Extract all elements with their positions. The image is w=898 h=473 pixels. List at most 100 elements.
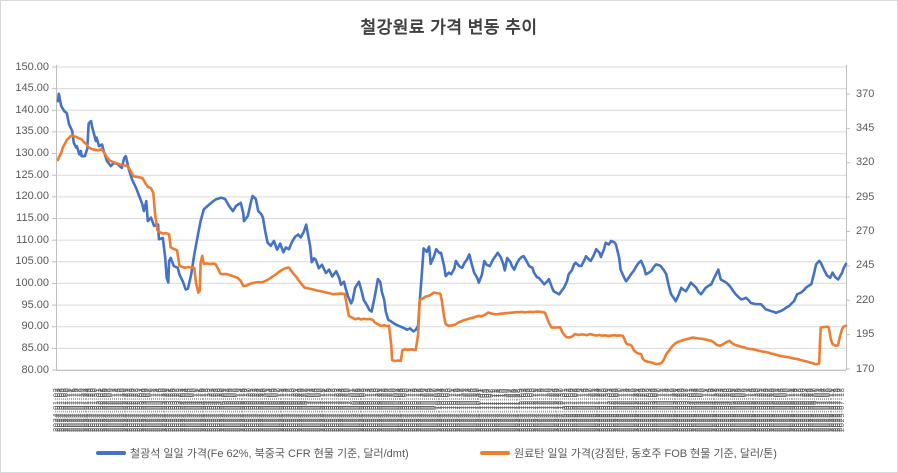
x-tick-label: 2024-08-02 bbox=[349, 388, 358, 432]
legend-item-iron-ore: 철광석 일일 가격(Fe 62%, 북중국 CFR 현물 기준, 달러/dmt) bbox=[96, 445, 409, 461]
x-tick-label: 2025-05-30 bbox=[769, 388, 778, 432]
x-tick-label: 2024-07-22 bbox=[332, 388, 341, 432]
x-tick-label: 2024-02-22 bbox=[123, 388, 132, 432]
x-tick-label: 2025-06-25 bbox=[804, 388, 813, 432]
x-tick-label: 2025-06-12 bbox=[786, 388, 795, 432]
x-tick-label: 2024-08-07 bbox=[355, 388, 364, 432]
x-tick-label: 2025-02-28 bbox=[642, 388, 651, 432]
x-tick-label: 2024-07-30 bbox=[344, 388, 353, 432]
x-tick-label: 2024-08-01 bbox=[347, 388, 356, 432]
legend-item-coking-coal: 원료탄 일일 가격(강점탄, 동호주 FOB 현물 기준, 달러/톤) bbox=[480, 445, 777, 461]
x-tick-label: 2024-05-27 bbox=[254, 388, 263, 432]
x-tick-label: 2024-03-01 bbox=[135, 388, 144, 432]
y-axis-right-label: 320 bbox=[856, 156, 875, 169]
x-tick-label: 2024-07-29 bbox=[342, 388, 351, 432]
x-tick-label: 2024-04-29 bbox=[215, 388, 224, 432]
x-tick-label: 2024-09-11 bbox=[404, 388, 413, 432]
x-tick-label: 2025-07-15 bbox=[831, 388, 840, 432]
x-tick-label: 2025-03-27 bbox=[679, 388, 688, 432]
x-tick-label: 2024-08-19 bbox=[371, 388, 380, 432]
x-tick-label: 2024-07-05 bbox=[310, 388, 319, 432]
x-tick-label: 2025-05-01 bbox=[728, 388, 737, 432]
x-tick-label: 2024-08-30 bbox=[388, 388, 397, 432]
x-tick-label: 2024-05-29 bbox=[258, 388, 267, 432]
x-tick-label: 2024-01-09 bbox=[61, 388, 70, 432]
x-tick-label: 2024-04-25 bbox=[211, 388, 220, 432]
x-tick-label: 2024-08-09 bbox=[359, 388, 368, 432]
x-tick-label: 2024-12-23 bbox=[546, 388, 555, 432]
x-tick-label: 2025-07-03 bbox=[816, 388, 825, 432]
chart-title: 철강원료 가격 변동 추이 bbox=[360, 18, 538, 37]
x-tick-label: 2024-06-03 bbox=[264, 388, 273, 432]
x-tick-label: 2024-03-29 bbox=[174, 388, 183, 432]
x-tick-label: 2024-06-19 bbox=[287, 388, 296, 432]
x-tick-label: 2025-04-15 bbox=[704, 388, 713, 432]
x-tick-label: 2025-02-03 bbox=[605, 388, 614, 432]
x-tick-label: 2025-03-07 bbox=[652, 388, 661, 432]
x-tick-label: 2025-05-15 bbox=[747, 388, 756, 432]
x-tick-label: 2025-04-17 bbox=[708, 388, 717, 432]
x-tick-label: 2024-01-03 bbox=[53, 388, 62, 432]
x-tick-label: 2025-07-04 bbox=[817, 388, 826, 432]
x-tick-label: 2024-02-09 bbox=[106, 388, 115, 432]
x-tick-label: 2024-03-19 bbox=[158, 388, 167, 432]
x-tick-label: 2024-08-23 bbox=[379, 388, 388, 432]
x-tick-label: 2024-02-05 bbox=[98, 388, 107, 432]
x-tick-label: 2024-05-31 bbox=[262, 388, 271, 432]
x-tick-label: 2024-08-29 bbox=[386, 388, 395, 432]
x-tick-label: 2024-04-02 bbox=[178, 388, 187, 432]
x-tick-label: 2025-03-10 bbox=[654, 388, 663, 432]
x-tick-label: 2024-06-27 bbox=[299, 388, 308, 432]
x-tick-label: 2024-07-04 bbox=[308, 388, 317, 432]
x-tick-label: 2024-11-06 bbox=[482, 388, 491, 432]
x-tick-label: 2024-01-02 bbox=[51, 388, 60, 432]
x-tick-label: 2025-04-29 bbox=[724, 388, 733, 432]
x-tick-label: 2024-01-29 bbox=[88, 388, 97, 432]
x-tick-label: 2025-02-17 bbox=[624, 388, 633, 432]
x-tick-label: 2024-01-05 bbox=[57, 388, 66, 432]
x-tick-label: 2024-08-05 bbox=[351, 388, 360, 432]
x-tick-label: 2024-11-28 bbox=[513, 388, 522, 432]
x-tick-label: 2024-05-30 bbox=[260, 388, 269, 432]
x-tick-label: 2025-03-31 bbox=[683, 388, 692, 432]
x-tick-label: 2024-06-11 bbox=[275, 388, 284, 432]
x-tick-label: 2024-09-04 bbox=[394, 388, 403, 432]
x-tick-label: 2025-02-27 bbox=[640, 388, 649, 432]
x-tick-label: 2024-11-27 bbox=[511, 388, 520, 432]
x-tick-label: 2024-03-04 bbox=[137, 388, 146, 432]
coking-coal-line-swatch bbox=[480, 451, 510, 455]
x-tick-label: 2024-04-30 bbox=[217, 388, 226, 432]
x-tick-label: 2024-11-04 bbox=[478, 388, 487, 432]
x-tick-label: 2025-07-02 bbox=[814, 388, 823, 432]
x-tick-label: 2024-01-10 bbox=[63, 388, 72, 432]
x-tick-label: 2024-12-13 bbox=[535, 388, 544, 432]
x-tick-label: 2024-10-10 bbox=[445, 388, 454, 432]
x-tick-label: 2025-05-20 bbox=[753, 388, 762, 432]
y-axis-right-label: 195 bbox=[856, 328, 875, 341]
x-tick-label: 2025-04-07 bbox=[693, 388, 702, 432]
x-tick-label: 2024-05-24 bbox=[252, 388, 261, 432]
x-tick-label: 2024-01-24 bbox=[82, 388, 91, 432]
x-tick-label: 2024-10-02 bbox=[433, 388, 442, 432]
x-tick-label: 2024-10-31 bbox=[474, 388, 483, 432]
x-tick-label: 2024-04-01 bbox=[176, 388, 185, 432]
x-tick-label: 2025-07-17 bbox=[835, 388, 844, 432]
x-tick-label: 2025-06-26 bbox=[806, 388, 815, 432]
x-tick-label: 2024-03-12 bbox=[149, 388, 158, 432]
x-tick-label: 2024-02-15 bbox=[113, 388, 122, 432]
x-tick-label: 2025-01-21 bbox=[587, 388, 596, 432]
x-tick-label: 2024-05-16 bbox=[240, 388, 249, 432]
x-tick-label: 2024-08-15 bbox=[367, 388, 376, 432]
x-tick-label: 2025-05-22 bbox=[757, 388, 766, 432]
x-tick-label: 2024-08-22 bbox=[377, 388, 386, 432]
x-tick-label: 2024-04-24 bbox=[209, 388, 218, 432]
x-tick-label: 2025-04-14 bbox=[702, 388, 711, 432]
x-tick-label: 2024-08-12 bbox=[361, 388, 370, 432]
x-tick-label: 2025-04-16 bbox=[706, 388, 715, 432]
x-tick-label: 2025-05-05 bbox=[732, 388, 741, 432]
x-tick-label: 2024-12-17 bbox=[539, 388, 548, 432]
x-tick-label: 2024-07-09 bbox=[314, 388, 323, 432]
x-tick-label: 2025-06-05 bbox=[777, 388, 786, 432]
x-tick-label: 2024-08-16 bbox=[369, 388, 378, 432]
